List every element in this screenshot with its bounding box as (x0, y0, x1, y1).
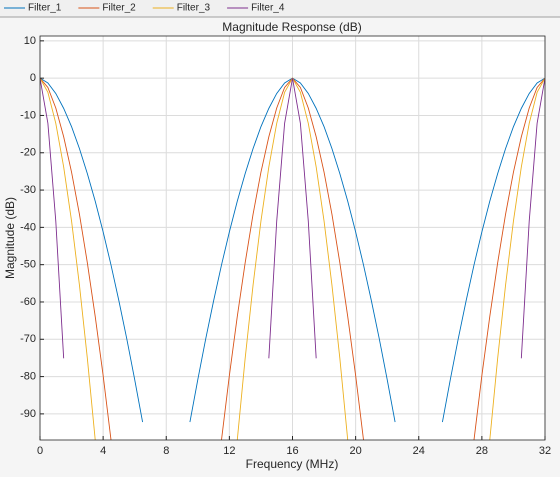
x-tick-label: 4 (100, 445, 106, 457)
y-tick-label: -90 (20, 408, 36, 420)
y-tick-label: -30 (20, 184, 36, 196)
legend-label: Filter_2 (102, 3, 136, 14)
x-tick-label: 8 (163, 445, 169, 457)
legend-label: Filter_4 (251, 3, 285, 14)
y-tick-label: -70 (20, 333, 36, 345)
x-tick-label: 0 (37, 445, 43, 457)
y-tick-label: -40 (20, 221, 36, 233)
y-tick-label: -60 (20, 296, 36, 308)
legend-label: Filter_3 (177, 3, 211, 14)
x-axis-label: Frequency (MHz) (246, 457, 339, 471)
x-tick-label: 32 (539, 445, 551, 457)
y-tick-label: -10 (20, 109, 36, 121)
x-tick-label: 24 (413, 445, 425, 457)
x-tick-label: 28 (476, 445, 488, 457)
y-tick-label: -80 (20, 370, 36, 382)
x-tick-label: 16 (286, 445, 298, 457)
x-tick-label: 12 (223, 445, 235, 457)
y-tick-label: 10 (24, 35, 36, 47)
series-line (40, 78, 545, 359)
y-axis-label: Magnitude (dB) (3, 197, 17, 279)
y-tick-label: -20 (20, 147, 36, 159)
chart-title: Magnitude Response (dB) (222, 20, 361, 34)
legend: Filter_1 Filter_2 Filter_3 Filter_4 (4, 3, 285, 14)
y-tick-label: 0 (30, 72, 36, 84)
series-lines (40, 77, 545, 440)
y-tick-label: -50 (20, 259, 36, 271)
legend-bar (0, 0, 560, 17)
x-tick-label: 20 (350, 445, 362, 457)
legend-label: Filter_1 (28, 3, 62, 14)
